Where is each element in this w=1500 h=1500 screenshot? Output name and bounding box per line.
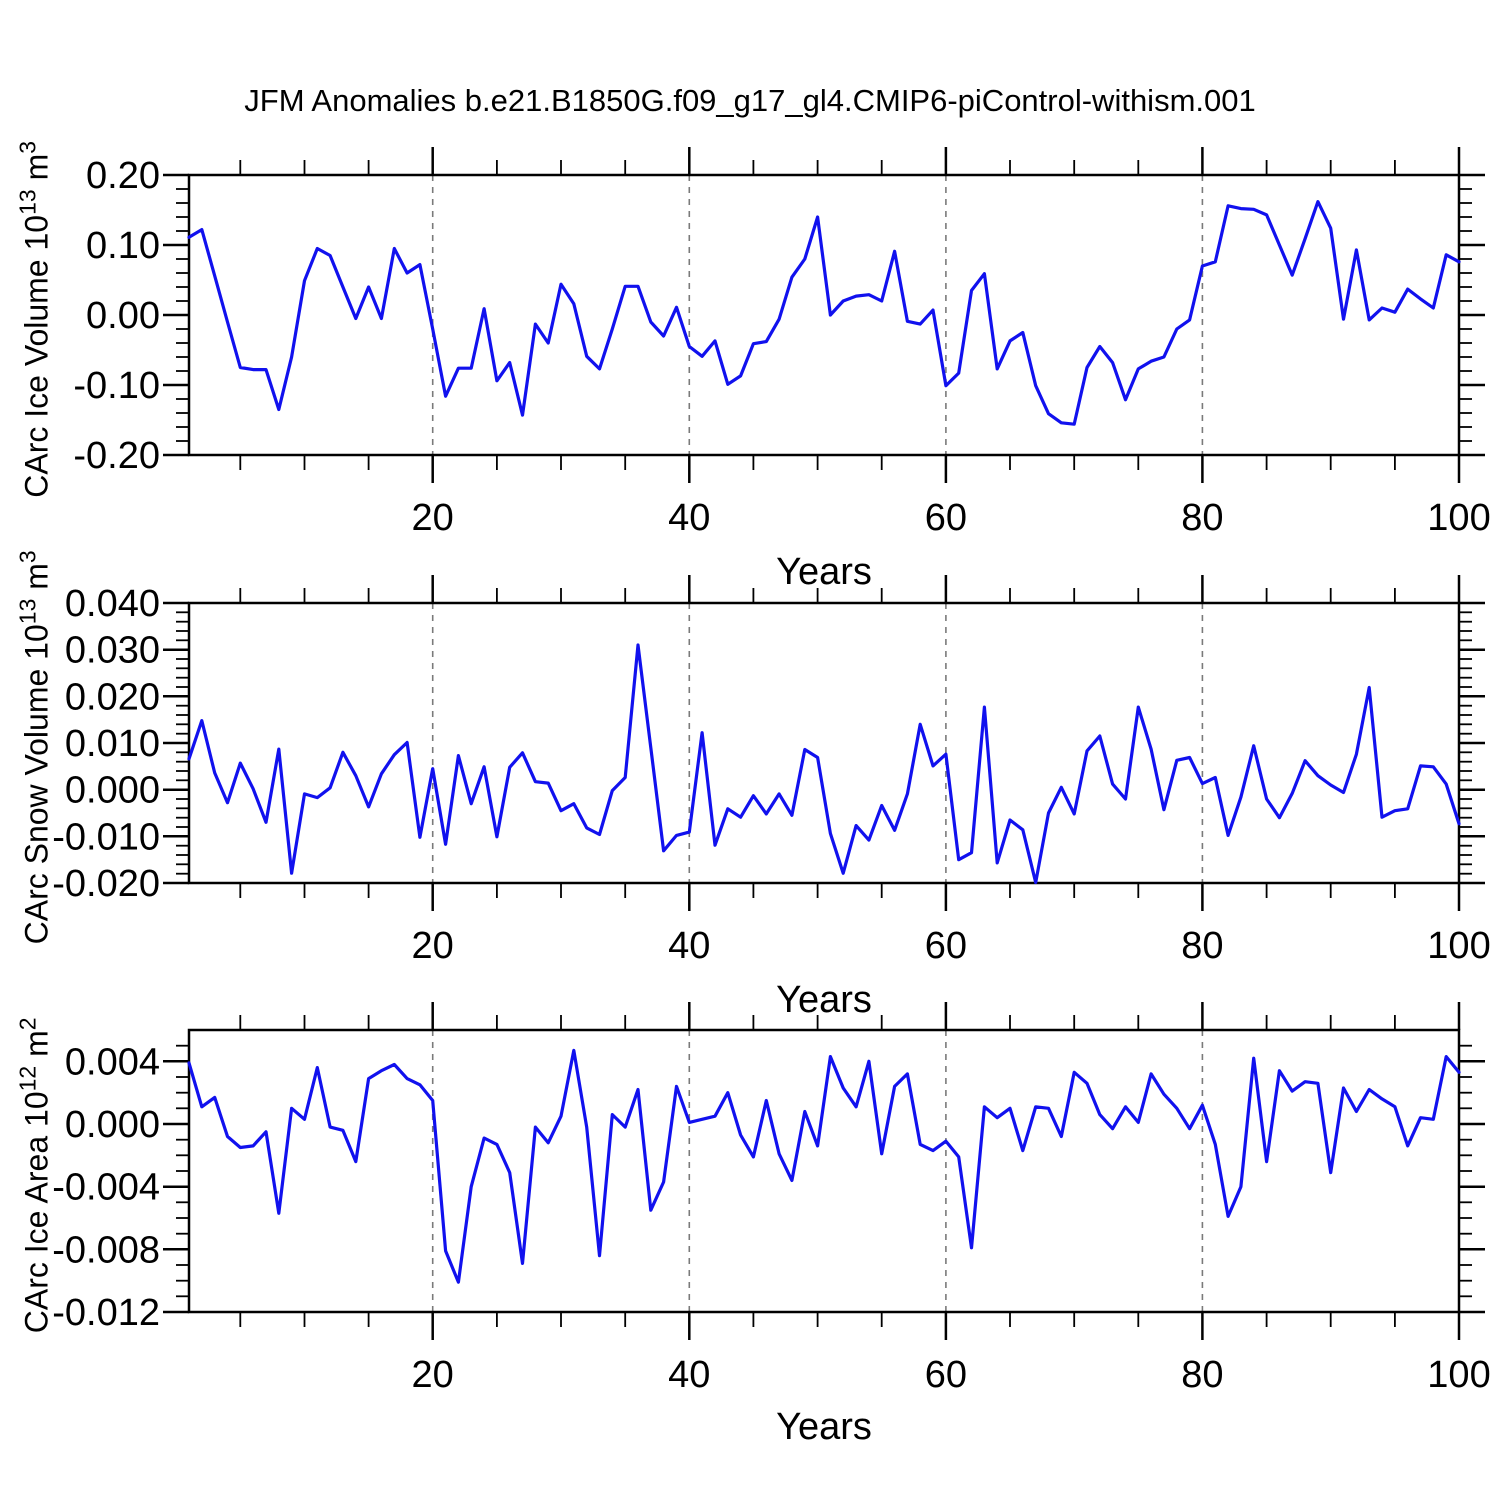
y-tick-label: -0.012 (52, 1292, 160, 1334)
x-tick-label: 20 (412, 497, 454, 539)
data-line-carc-snow-volume (187, 643, 1461, 885)
ice-area-x-axis-title: Years (776, 1406, 872, 1448)
y-tick-label: 0.030 (65, 630, 160, 672)
data-line-carc-ice-area (187, 1048, 1461, 1284)
ice-volume-x-axis-title: Years (776, 551, 872, 593)
y-tick-label: 0.000 (65, 1104, 160, 1146)
figure-title: JFM Anomalies b.e21.B1850G.f09_g17_gl4.C… (244, 83, 1256, 118)
x-tick-label: 60 (925, 925, 967, 967)
y-tick-label: 0.004 (65, 1041, 160, 1083)
x-tick-label: 80 (1181, 925, 1223, 967)
plot-frame (187, 1028, 1461, 1314)
y-tick-label: -0.020 (52, 863, 160, 905)
y-tick-label: -0.10 (73, 365, 160, 407)
x-tick-label: 40 (668, 925, 710, 967)
x-tick-label: 100 (1427, 1354, 1490, 1396)
y-tick-label: 0.000 (65, 770, 160, 812)
x-tick-label: 60 (925, 1354, 967, 1396)
y-tick-label: -0.20 (73, 435, 160, 477)
x-tick-label: 80 (1181, 1354, 1223, 1396)
x-tick-label: 20 (412, 1354, 454, 1396)
x-tick-label: 40 (668, 1354, 710, 1396)
x-tick-label: 40 (668, 497, 710, 539)
y-tick-label: 0.20 (86, 155, 160, 197)
x-tick-label: 60 (925, 497, 967, 539)
snow-volume-x-axis-title: Years (776, 979, 872, 1021)
y-tick-label: 0.10 (86, 225, 160, 267)
y-tick-label: -0.008 (52, 1229, 160, 1271)
y-tick-label: 0.040 (65, 583, 160, 625)
x-tick-label: 20 (412, 925, 454, 967)
y-tick-label: 0.020 (65, 676, 160, 718)
x-tick-label: 100 (1427, 925, 1490, 967)
y-tick-label: -0.004 (52, 1167, 160, 1209)
y-tick-label: -0.010 (52, 816, 160, 858)
plot-frame (187, 601, 1461, 885)
x-tick-label: 80 (1181, 497, 1223, 539)
y-tick-label: 0.00 (86, 295, 160, 337)
y-tick-label: 0.010 (65, 723, 160, 765)
data-line-carc-ice-volume (187, 200, 1461, 426)
x-tick-label: 100 (1427, 497, 1490, 539)
plot-frame (187, 173, 1461, 457)
